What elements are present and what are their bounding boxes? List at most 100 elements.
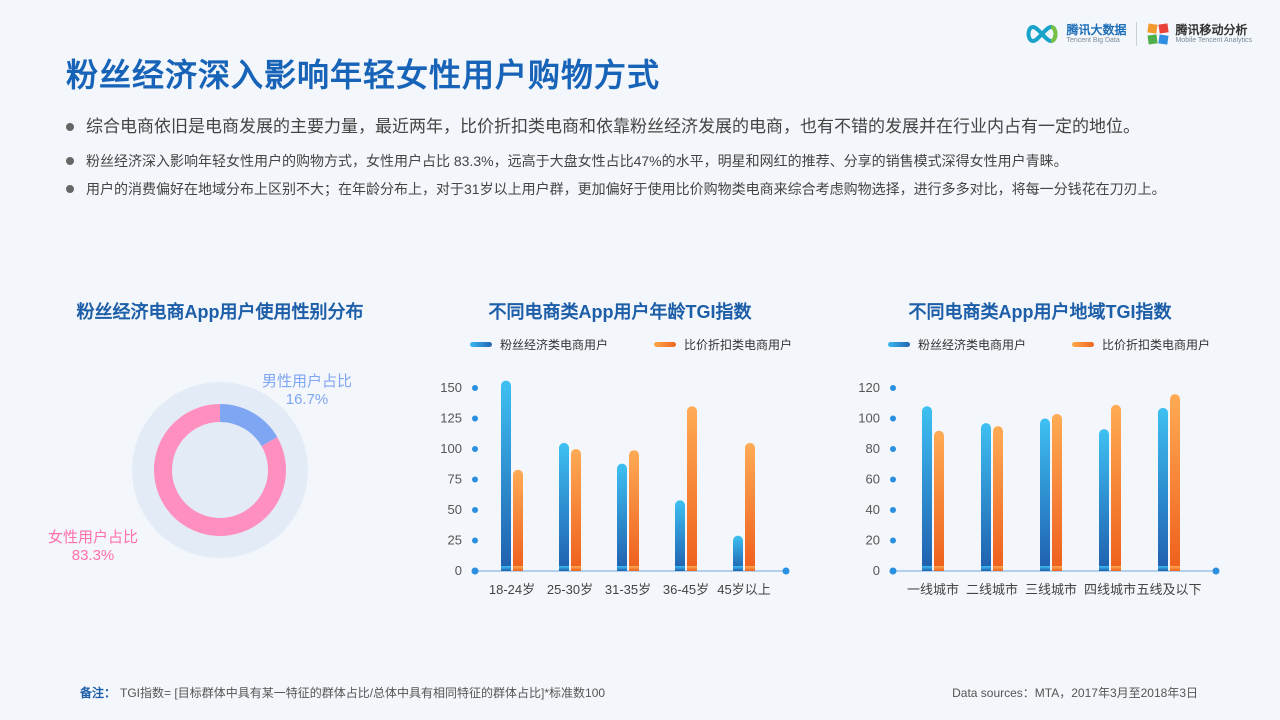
- mta-logo-text: 腾讯移动分析: [1175, 22, 1248, 37]
- logo-divider: [1136, 22, 1138, 46]
- y-tick-label: 20: [866, 533, 880, 548]
- gender-donut-chart: [132, 382, 308, 558]
- x-tick-label: 31-35岁: [605, 582, 651, 597]
- y-tick-dot: [472, 507, 478, 513]
- legend-label-discount: 比价折扣类电商用户: [1102, 338, 1211, 352]
- bar-fan-economy-base: [675, 566, 685, 571]
- footer-note: 备注： TGI指数= [目标群体中具有某一特征的群体占比/总体中具有相同特征的群体…: [80, 684, 605, 701]
- bullet-2: 粉丝经济深入影响年轻女性用户的购物方式，女性用户占比 83.3%，远高于大盘女性…: [66, 147, 1216, 175]
- axis-end-dot: [1212, 567, 1220, 575]
- bar-discount-base: [745, 566, 755, 571]
- logo-area: 腾讯大数据 Tencent Big Data 腾讯移动分析 Mobile Ten…: [1024, 22, 1252, 46]
- x-tick-label: 四线城市: [1084, 582, 1136, 597]
- bar-discount-base: [1052, 566, 1062, 571]
- legend-swatch-discount: [654, 342, 677, 347]
- bar-discount: [513, 469, 523, 571]
- bar-fan-economy-base: [1158, 566, 1168, 571]
- page-title: 粉丝经济深入影响年轻女性用户购物方式: [66, 57, 661, 93]
- region-tgi-bar-chart: 0 20 40 60 80 100 120 一线城市 二线城市 三线城市 四线城市 五线及以下: [858, 380, 1220, 597]
- bar-fan-economy-base: [922, 566, 932, 571]
- bar-discount: [629, 450, 639, 571]
- legend-item-fan: 粉丝经济类电商用户: [470, 336, 608, 353]
- bar-discount-base: [571, 566, 581, 571]
- donut-slice-female: [154, 404, 286, 536]
- summary-bullets: 综合电商依旧是电商发展的主要力量，最近两年，比价折扣类电商和依靠粉丝经济发展的电…: [66, 115, 1216, 203]
- bar-fan-economy: [733, 535, 743, 571]
- bar-discount-base: [513, 566, 523, 571]
- y-tick-label: 40: [866, 502, 880, 517]
- y-tick-label: 120: [858, 380, 880, 395]
- legend-label-fan: 粉丝经济类电商用户: [918, 338, 1027, 352]
- axis-end-dot: [782, 567, 790, 575]
- y-tick-label: 25: [448, 533, 462, 548]
- legend-label-fan: 粉丝经济类电商用户: [500, 338, 609, 352]
- mta-logo-icon: [1147, 23, 1170, 45]
- bar-fan-economy-base: [617, 566, 627, 571]
- x-tick-label: 五线及以下: [1136, 582, 1201, 597]
- y-tick-label: 125: [440, 411, 462, 426]
- legend-item-discount: 比价折扣类电商用户: [654, 336, 792, 353]
- bar-discount: [993, 426, 1003, 571]
- x-tick-label: 25-30岁: [547, 582, 593, 597]
- male-share-value: 16.7%: [285, 391, 329, 408]
- x-tick-label: 45岁以上: [717, 582, 770, 597]
- y-tick-dot: [472, 476, 478, 483]
- female-share-label: 女性用户占比 83.3%: [48, 529, 138, 565]
- bullet-1: 综合电商依旧是电商发展的主要力量，最近两年，比价折扣类电商和依靠粉丝经济发展的电…: [66, 115, 1216, 139]
- y-tick-dot: [472, 446, 478, 452]
- bar-fan-economy: [922, 406, 932, 571]
- age-chart-legend: 粉丝经济类电商用户 比价折扣类电商用户: [470, 336, 792, 353]
- female-share-value: 83.3%: [71, 547, 115, 564]
- bar-fan-economy-base: [1040, 566, 1050, 571]
- gender-chart-title: 粉丝经济电商App用户使用性别分布: [76, 302, 364, 322]
- data-source: Data sources：MTA，2017年3月至2018年3日: [952, 686, 1198, 700]
- tencent-big-data-logo: 腾讯大数据 Tencent Big Data: [1024, 23, 1126, 45]
- bar-discount-base: [1111, 566, 1121, 571]
- footer-note-text: TGI指数= [目标群体中具有某一特征的群体占比/总体中具有相同特征的群体占比]…: [120, 686, 606, 700]
- bar-discount: [1052, 413, 1062, 571]
- tbd-logo-subtext: Tencent Big Data: [1066, 36, 1120, 44]
- bar-discount-base: [1170, 566, 1180, 571]
- y-tick-dot: [472, 537, 478, 544]
- x-tick-label: 三线城市: [1025, 582, 1077, 597]
- bar-discount-base: [993, 566, 1003, 571]
- donut-slice-male: [219, 404, 278, 447]
- bar-fan-economy-base: [1099, 566, 1109, 571]
- y-tick-dot: [472, 385, 478, 391]
- legend-label-discount: 比价折扣类电商用户: [684, 338, 793, 352]
- legend-item-discount: 比价折扣类电商用户: [1072, 336, 1210, 353]
- male-share-name: 男性用户占比: [262, 373, 353, 390]
- mta-logo-subtext: Mobile Tencent Analytics: [1175, 36, 1252, 44]
- y-tick-dot: [890, 385, 896, 391]
- bar-discount-base: [687, 566, 697, 571]
- bar-discount: [1170, 394, 1180, 571]
- y-tick-label: 50: [448, 502, 462, 517]
- footer-note-label: 备注：: [80, 686, 117, 700]
- legend-swatch-fan: [888, 342, 910, 347]
- bar-fan-economy: [501, 380, 511, 571]
- age-chart-title: 不同电商类App用户年龄TGI指数: [488, 302, 752, 322]
- bar-fan-economy-base: [559, 566, 569, 571]
- bar-discount-base: [629, 566, 639, 571]
- bar-discount: [687, 406, 697, 571]
- y-tick-label: 0: [873, 563, 880, 578]
- bar-discount-base: [934, 566, 944, 571]
- y-tick-dot: [890, 415, 896, 422]
- y-tick-label: 75: [448, 472, 462, 487]
- bar-discount: [1111, 404, 1121, 571]
- axis-origin-dot: [889, 567, 897, 575]
- y-tick-dot: [890, 507, 896, 513]
- bullet-3: 用户的消费偏好在地域分布上区别不大；在年龄分布上，对于31岁以上用户群，更加偏好…: [66, 175, 1216, 203]
- x-tick-label: 一线城市: [907, 582, 959, 597]
- bar-fan-economy-base: [733, 566, 743, 571]
- bar-fan-economy: [675, 500, 685, 571]
- region-chart-title: 不同电商类App用户地域TGI指数: [908, 302, 1172, 322]
- y-tick-dot: [890, 446, 896, 452]
- y-tick-label: 60: [866, 472, 880, 487]
- mta-logo: 腾讯移动分析 Mobile Tencent Analytics: [1147, 23, 1252, 45]
- bar-discount: [745, 442, 755, 571]
- x-tick-label: 二线城市: [966, 582, 1018, 597]
- age-tgi-bar-chart: 0 25 50 75 100 125 150 18-24岁 25-30岁 31-35岁 36-45岁…: [440, 380, 790, 597]
- bar-fan-economy-base: [981, 566, 991, 571]
- tbd-logo-text: 腾讯大数据: [1066, 22, 1127, 37]
